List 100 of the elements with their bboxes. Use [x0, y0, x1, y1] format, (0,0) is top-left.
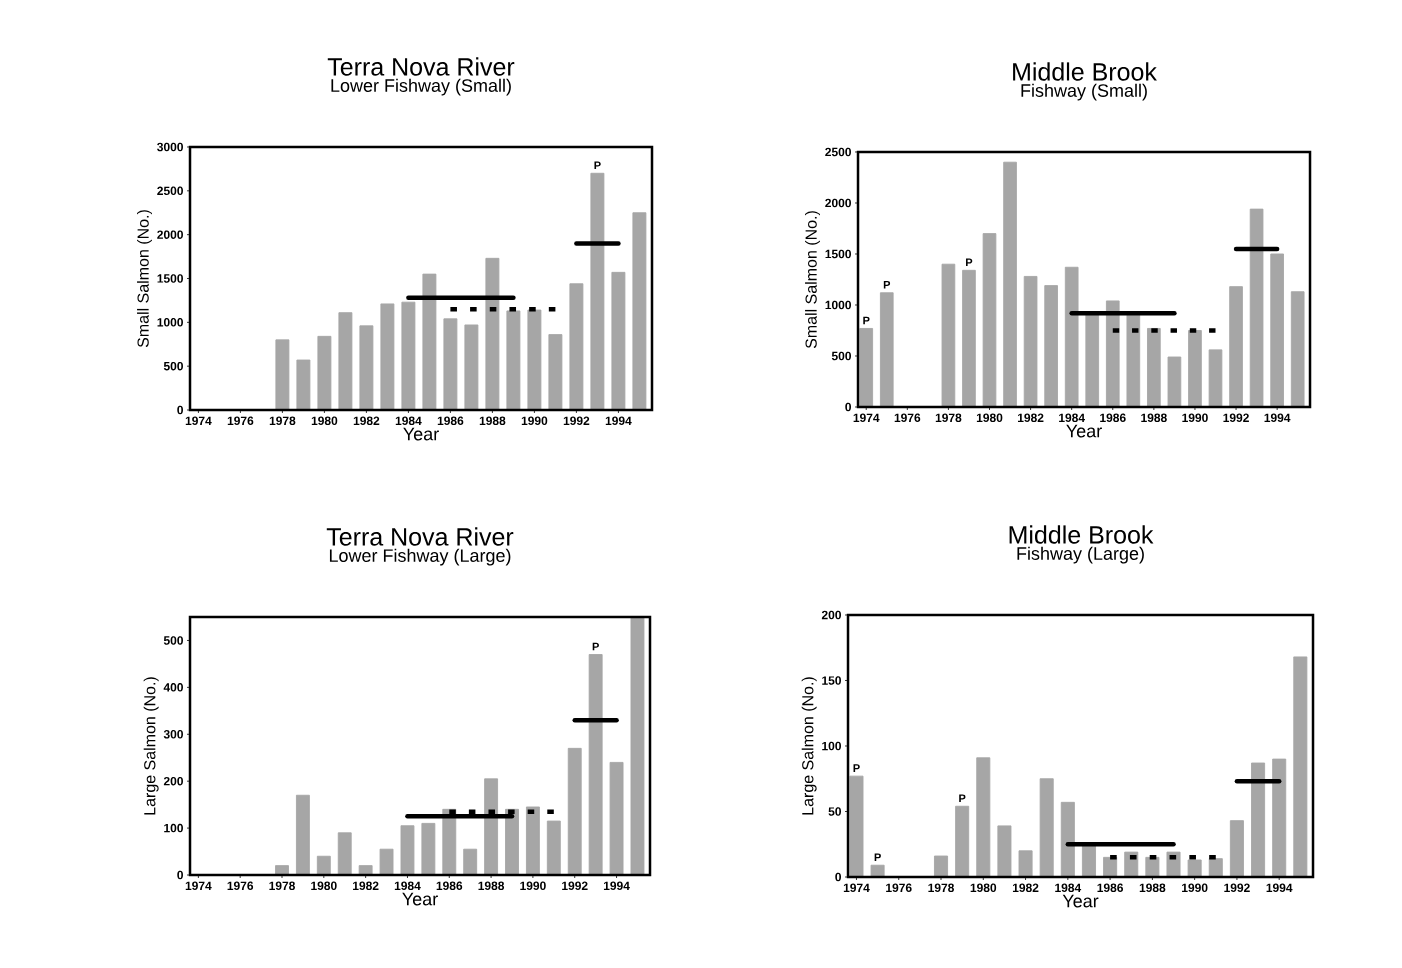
bar	[955, 805, 970, 878]
x-tick-label: 1986	[436, 881, 463, 891]
x-tick-label: 1994	[605, 416, 632, 426]
bar	[421, 822, 436, 876]
y-tick-label: 100	[822, 741, 841, 751]
x-tick-label: 1976	[894, 413, 921, 423]
x-axis-title: Year	[1062, 894, 1099, 908]
y-tick-label: 2500	[157, 186, 183, 196]
bar	[359, 325, 374, 411]
bar	[379, 848, 394, 876]
x-tick-label: 1992	[1224, 883, 1250, 893]
bar	[527, 309, 542, 411]
annotation: P	[594, 161, 601, 170]
bar	[1167, 356, 1182, 408]
bar	[1064, 266, 1079, 408]
bar	[546, 820, 561, 876]
bar	[588, 654, 603, 876]
bar	[962, 269, 976, 408]
bar	[422, 273, 437, 411]
bar	[338, 312, 353, 411]
annotation: P	[863, 316, 870, 325]
bar	[505, 808, 519, 876]
y-tick-label: 200	[163, 776, 183, 786]
y-tick-label: 1500	[157, 274, 183, 283]
bar	[982, 233, 997, 408]
bar	[1126, 314, 1141, 408]
bar	[317, 335, 332, 411]
chart-subtitle: Lower Fishway (Large)	[329, 548, 511, 566]
bar	[380, 303, 395, 411]
y-tick-label: 100	[164, 823, 183, 833]
x-tick-label: 1988	[1141, 413, 1167, 423]
bar	[1060, 801, 1075, 878]
annotation: P	[966, 258, 973, 267]
x-tick-label: 1982	[1017, 413, 1044, 423]
bar	[1145, 856, 1160, 878]
bar	[590, 172, 605, 411]
x-tick-label: 1992	[563, 416, 590, 426]
annotation: P	[874, 853, 881, 862]
bar	[1249, 208, 1264, 408]
y-tick-label: 1500	[825, 249, 851, 259]
x-tick-label: 1980	[311, 416, 338, 426]
x-tick-label: 1974	[185, 881, 212, 891]
chart-title: Middle Brook	[1013, 62, 1157, 81]
x-tick-label: 1976	[886, 883, 912, 893]
x-tick-label: 1988	[479, 416, 506, 426]
x-tick-label: 1994	[1264, 413, 1291, 423]
bar	[997, 825, 1012, 878]
bar	[484, 778, 499, 876]
bar	[1229, 820, 1244, 878]
x-tick-label: 1988	[478, 881, 505, 891]
chart-title: Terra Nova River	[327, 57, 515, 76]
y-tick-label: 2500	[825, 147, 851, 157]
y-tick-label: 500	[163, 636, 183, 645]
x-tick-label: 1982	[353, 416, 380, 426]
y-tick-label: 2000	[825, 198, 851, 208]
bar	[443, 318, 458, 411]
x-tick-label: 1984	[394, 881, 421, 891]
x-tick-label: 1974	[853, 413, 880, 423]
y-tick-label: 2000	[157, 230, 183, 239]
bar	[609, 761, 624, 876]
y-tick-label: 1000	[157, 318, 183, 327]
x-tick-label: 1990	[1182, 883, 1208, 893]
bar	[1085, 313, 1100, 408]
bar	[567, 747, 582, 876]
bar	[1188, 330, 1202, 408]
y-tick-label: 1000	[825, 300, 851, 310]
bar	[1003, 161, 1017, 408]
bar	[1290, 291, 1305, 408]
x-tick-label: 1980	[976, 413, 1003, 423]
annotation: P	[592, 642, 599, 651]
y-tick-label: 50	[828, 807, 841, 816]
bar	[1018, 850, 1033, 878]
x-tick-label: 1976	[227, 881, 254, 891]
bar	[870, 864, 885, 878]
bar	[630, 616, 645, 876]
bar	[1208, 349, 1223, 408]
y-tick-label: 400	[163, 683, 183, 692]
bar	[1105, 300, 1120, 408]
y-tick-label: 300	[163, 730, 183, 739]
x-tick-label: 1986	[1100, 413, 1126, 423]
bar	[941, 263, 956, 408]
chart-subtitle: Lower Fishway (Small)	[331, 78, 511, 96]
x-axis-title: Year	[403, 427, 439, 441]
bar	[1272, 758, 1287, 878]
x-tick-label: 1984	[395, 416, 422, 426]
bar	[1187, 859, 1202, 878]
chart-subtitle: Fishway (Small)	[1021, 83, 1147, 101]
bar	[275, 339, 290, 411]
bar	[485, 257, 500, 411]
bar	[295, 794, 310, 876]
x-tick-label: 1978	[928, 883, 954, 893]
x-tick-label: 1990	[1182, 413, 1208, 423]
x-tick-label: 1978	[935, 413, 962, 423]
bar	[1147, 328, 1161, 408]
y-tick-label: 200	[821, 610, 841, 620]
bar	[401, 301, 416, 411]
x-tick-label: 1980	[970, 883, 997, 893]
bar	[525, 806, 540, 876]
bar	[296, 359, 311, 411]
y-tick-label: 0	[845, 402, 852, 412]
